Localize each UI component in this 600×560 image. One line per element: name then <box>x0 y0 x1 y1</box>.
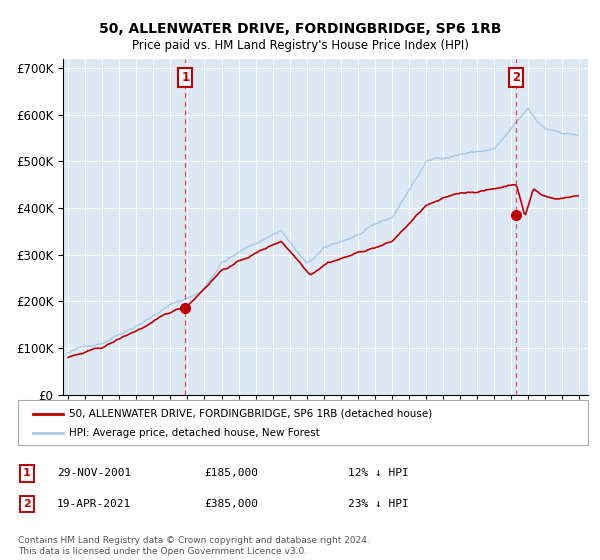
Text: 29-NOV-2001: 29-NOV-2001 <box>57 468 131 478</box>
Text: 50, ALLENWATER DRIVE, FORDINGBRIDGE, SP6 1RB (detached house): 50, ALLENWATER DRIVE, FORDINGBRIDGE, SP6… <box>69 409 432 419</box>
Text: 19-APR-2021: 19-APR-2021 <box>57 499 131 509</box>
Text: 1: 1 <box>23 468 31 478</box>
Text: 12% ↓ HPI: 12% ↓ HPI <box>348 468 409 478</box>
Text: £385,000: £385,000 <box>204 499 258 509</box>
Text: 2: 2 <box>23 499 31 509</box>
Text: 23% ↓ HPI: 23% ↓ HPI <box>348 499 409 509</box>
Text: Price paid vs. HM Land Registry's House Price Index (HPI): Price paid vs. HM Land Registry's House … <box>131 39 469 52</box>
Text: Contains HM Land Registry data © Crown copyright and database right 2024.
This d: Contains HM Land Registry data © Crown c… <box>18 536 370 556</box>
Text: 50, ALLENWATER DRIVE, FORDINGBRIDGE, SP6 1RB: 50, ALLENWATER DRIVE, FORDINGBRIDGE, SP6… <box>99 22 501 36</box>
Text: £185,000: £185,000 <box>204 468 258 478</box>
Text: 1: 1 <box>181 71 190 83</box>
Text: 2: 2 <box>512 71 520 83</box>
Text: HPI: Average price, detached house, New Forest: HPI: Average price, detached house, New … <box>69 428 320 438</box>
